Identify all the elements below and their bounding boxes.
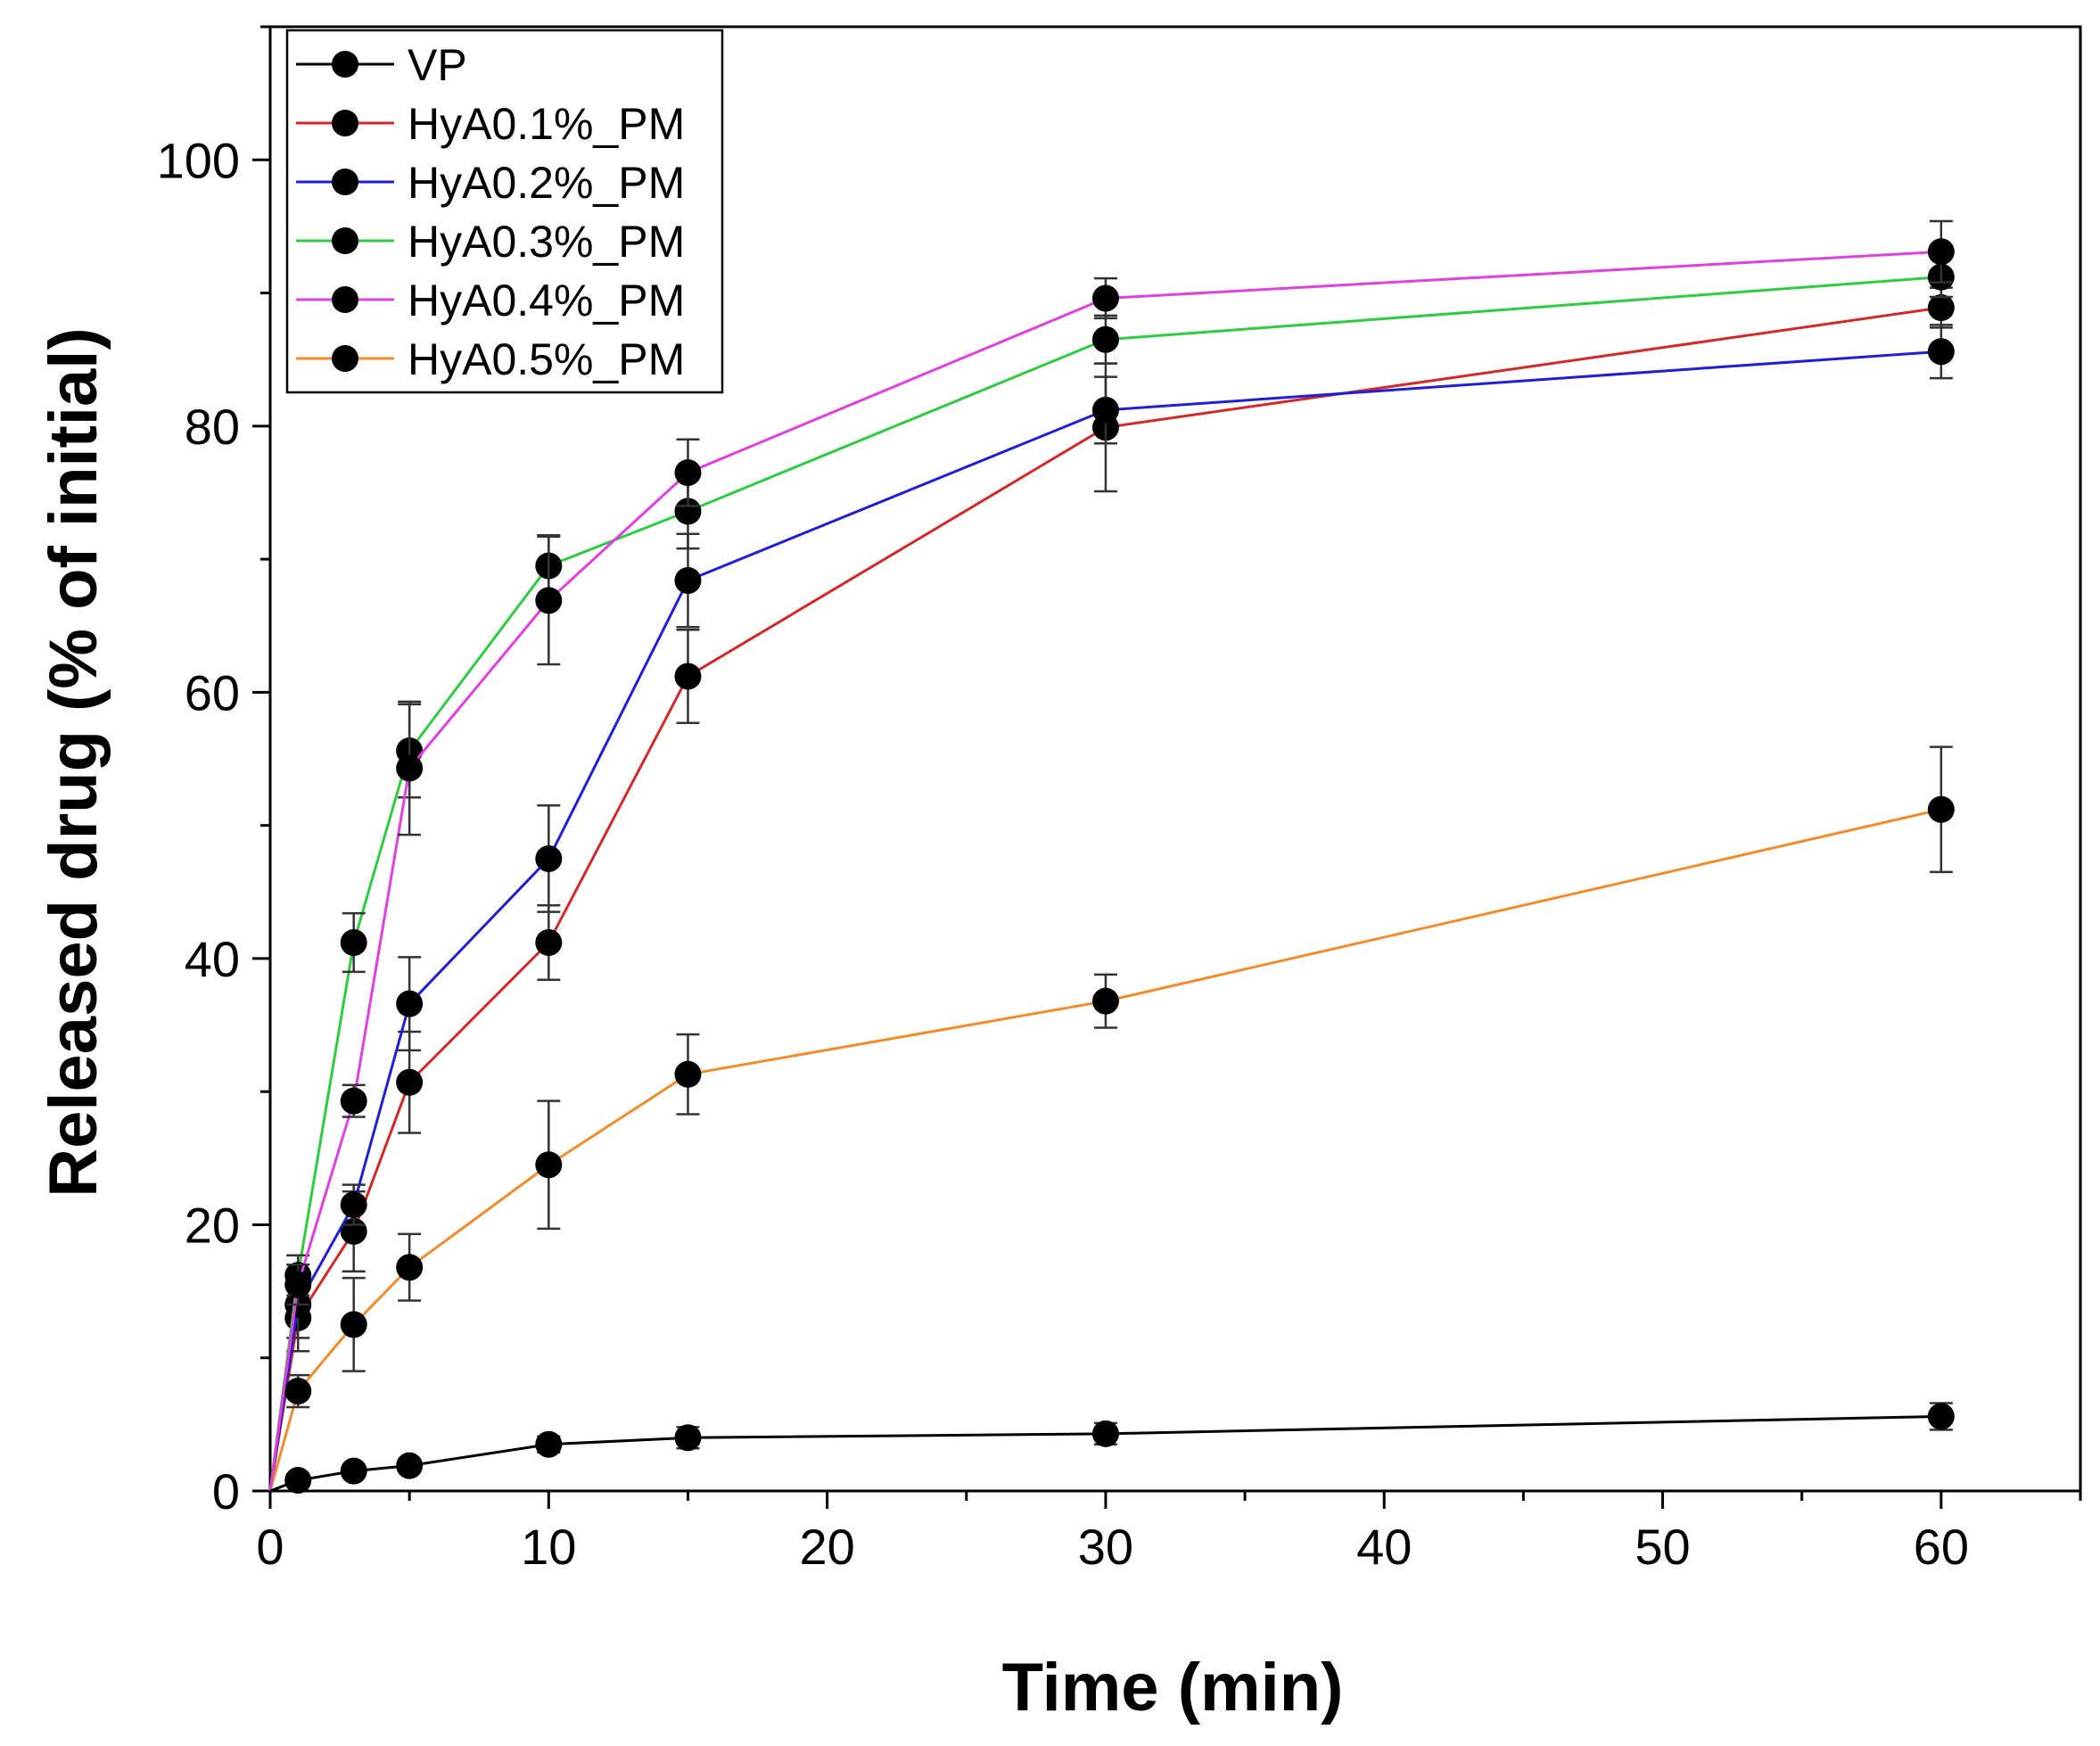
data-point — [674, 566, 702, 594]
series-line — [268, 350, 1941, 1492]
data-point — [340, 1311, 367, 1338]
legend-marker — [332, 345, 358, 372]
legend-label: HyA0.3%_PM — [408, 217, 685, 267]
legend-label: VP — [408, 40, 467, 90]
legend-marker — [332, 51, 358, 78]
data-point — [535, 928, 563, 956]
legend-marker — [332, 169, 358, 195]
data-point — [535, 1151, 563, 1179]
data-point — [284, 1378, 312, 1405]
data-point — [674, 1424, 702, 1452]
x-tick-label: 0 — [256, 1519, 284, 1575]
data-point — [1927, 1403, 1955, 1430]
legend: VP HyA0.1%_PM HyA0.2%_PM HyA0.3%_PM HyA0.4%_… — [285, 29, 724, 394]
data-point — [1927, 238, 1955, 266]
data-point — [340, 928, 367, 956]
legend-label: HyA0.1%_PM — [408, 99, 685, 149]
series-group — [268, 219, 1955, 1495]
data-point — [535, 844, 563, 872]
x-axis-title: Time (min) — [1002, 1650, 1344, 1725]
series-HyA0.1%_PM — [268, 286, 1955, 1492]
series-HyA0.4%_PM — [268, 219, 1955, 1492]
data-point — [674, 459, 702, 487]
series-HyA0.5%_PM — [268, 745, 1955, 1492]
data-point — [396, 1452, 424, 1479]
data-point — [284, 1467, 312, 1495]
series-HyA0.3%_PM — [268, 255, 1955, 1492]
x-tick-label: 30 — [1078, 1519, 1133, 1575]
y-tick-label: 20 — [185, 1197, 240, 1253]
data-point — [1927, 338, 1955, 366]
x-tick-label: 40 — [1356, 1519, 1412, 1575]
data-point — [340, 1087, 367, 1115]
legend-label: HyA0.4%_PM — [408, 276, 685, 325]
data-point — [535, 1430, 563, 1458]
legend-box — [285, 29, 724, 394]
legend-marker — [332, 286, 358, 313]
data-point — [396, 1068, 424, 1096]
series-line — [268, 808, 1942, 1492]
data-point — [535, 587, 563, 614]
x-tick-label: 50 — [1635, 1519, 1690, 1575]
legend-marker — [332, 110, 358, 136]
data-point — [340, 1191, 367, 1219]
data-point — [674, 498, 702, 525]
data-point — [1091, 987, 1119, 1015]
series-line — [268, 276, 1941, 1492]
series-HyA0.2%_PM — [268, 324, 1955, 1492]
data-point — [284, 1271, 312, 1298]
data-point — [674, 1060, 702, 1088]
axes-group: 0 10 20 30 40 50 60 0 20 40 60 80 100 — [157, 25, 2082, 1575]
data-point — [396, 754, 424, 782]
y-tick-label: 100 — [157, 132, 240, 188]
data-point — [674, 663, 702, 690]
y-tick-label: 0 — [212, 1463, 240, 1520]
data-point — [340, 1457, 367, 1485]
data-point — [1927, 293, 1955, 321]
legend-label: HyA0.5%_PM — [408, 334, 685, 384]
data-point — [1927, 795, 1955, 823]
y-tick-label: 40 — [185, 931, 240, 987]
x-tick-label: 60 — [1914, 1519, 1969, 1575]
series-VP — [269, 1402, 1955, 1495]
series-line — [268, 250, 1941, 1492]
y-axis-title: Released drug (% of initial) — [36, 327, 111, 1197]
plot-frame — [268, 25, 2082, 1493]
legend-label: HyA0.2%_PM — [408, 158, 685, 208]
data-point — [1091, 325, 1119, 353]
data-point — [1091, 284, 1119, 312]
x-tick-label: 20 — [799, 1519, 854, 1575]
data-point — [396, 990, 424, 1017]
data-point — [1091, 1420, 1119, 1447]
y-tick-label: 80 — [185, 399, 240, 455]
y-tick-label: 60 — [185, 664, 240, 721]
data-point — [1091, 396, 1119, 424]
data-point — [396, 1254, 424, 1281]
x-tick-label: 10 — [521, 1519, 576, 1575]
legend-marker — [332, 227, 358, 254]
